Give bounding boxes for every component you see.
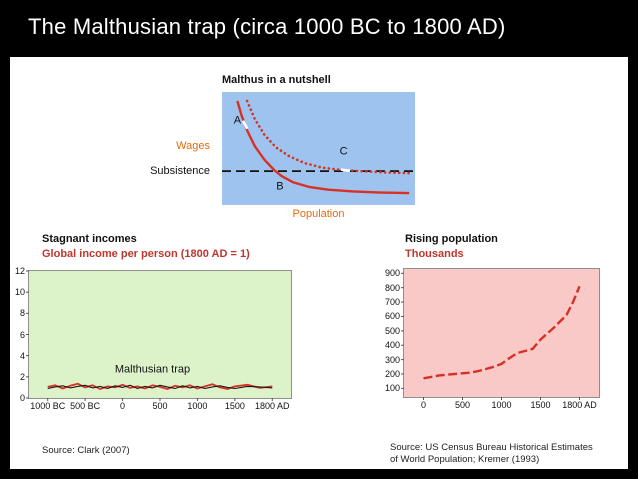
population-section-subheading: Thousands: [405, 248, 464, 260]
y-tick-label: 6: [19, 329, 25, 340]
chart-annotation: B: [276, 180, 284, 193]
population-axis-label: Population: [292, 208, 345, 220]
slide-title: The Malthusian trap (circa 1000 BC to 18…: [28, 14, 506, 39]
x-tick-label: 1000: [187, 401, 208, 411]
content-panel: Malthus in a nutshell Wages Subsistence …: [10, 57, 628, 469]
x-tick-label: 500 BC: [70, 401, 101, 411]
nutshell-title: Malthus in a nutshell: [222, 74, 331, 86]
x-tick-label: 0: [120, 401, 126, 411]
population-source-line1: Source: US Census Bureau Historical Esti…: [390, 442, 593, 453]
y-tick-label: 400: [384, 340, 400, 351]
x-tick-label: 0: [420, 400, 426, 410]
income-section-heading: Stagnant incomes: [42, 233, 137, 245]
y-tick-label: 300: [384, 354, 400, 365]
y-tick-label: 12: [14, 266, 25, 276]
x-tick-label: 500: [454, 400, 471, 410]
y-tick-label: 10: [14, 287, 25, 298]
population-chart: 0 500 1000 1500 1800 AD 100 200 300 400 500 600 700…: [385, 268, 600, 410]
x-tick-label: 1500: [530, 400, 551, 410]
nutshell-chart: A B C: [222, 92, 415, 205]
population-source: Source: US Census Bureau Historical Esti…: [390, 442, 593, 467]
subsistence-label: Subsistence: [150, 165, 210, 177]
y-tick-label: 900: [384, 268, 400, 279]
y-tick-label: 2: [19, 371, 25, 382]
y-tick-label: 4: [19, 350, 25, 361]
x-tick-label: 1500: [224, 401, 245, 411]
y-tick-label: 700: [384, 297, 400, 308]
income-section-subheading: Global income per person (1800 AD = 1): [42, 248, 250, 260]
x-tick-label: 500: [152, 401, 168, 411]
population-source-line2: of World Population; Kremer (1993): [390, 454, 540, 466]
y-tick-label: 200: [384, 368, 400, 379]
x-tick-label: 1000: [491, 400, 512, 410]
x-tick-label: 1800 AD: [562, 400, 597, 410]
x-tick-label: 1800 AD: [255, 401, 290, 411]
y-tick-label: 100: [384, 383, 400, 394]
y-tick-label: 8: [19, 308, 25, 319]
wages-axis-label: Wages: [176, 140, 210, 152]
income-source: Source: Clark (2007): [42, 445, 130, 456]
chart-annotation: A: [233, 114, 242, 127]
y-tick-label: 800: [384, 282, 400, 293]
chart-annotation: Malthusian trap: [114, 363, 191, 376]
population-section-heading: Rising population: [405, 233, 498, 245]
y-tick-label: 600: [384, 311, 400, 322]
income-chart: 1000 BC 500 BC 0 500 1000 1500 1800 AD 0 2 4 6 8 10 1…: [15, 267, 292, 411]
y-tick-label: 500: [384, 325, 400, 336]
x-tick-label: 1000 BC: [30, 401, 66, 411]
y-tick-label: 0: [19, 393, 25, 403]
chart-annotation: C: [339, 145, 348, 158]
